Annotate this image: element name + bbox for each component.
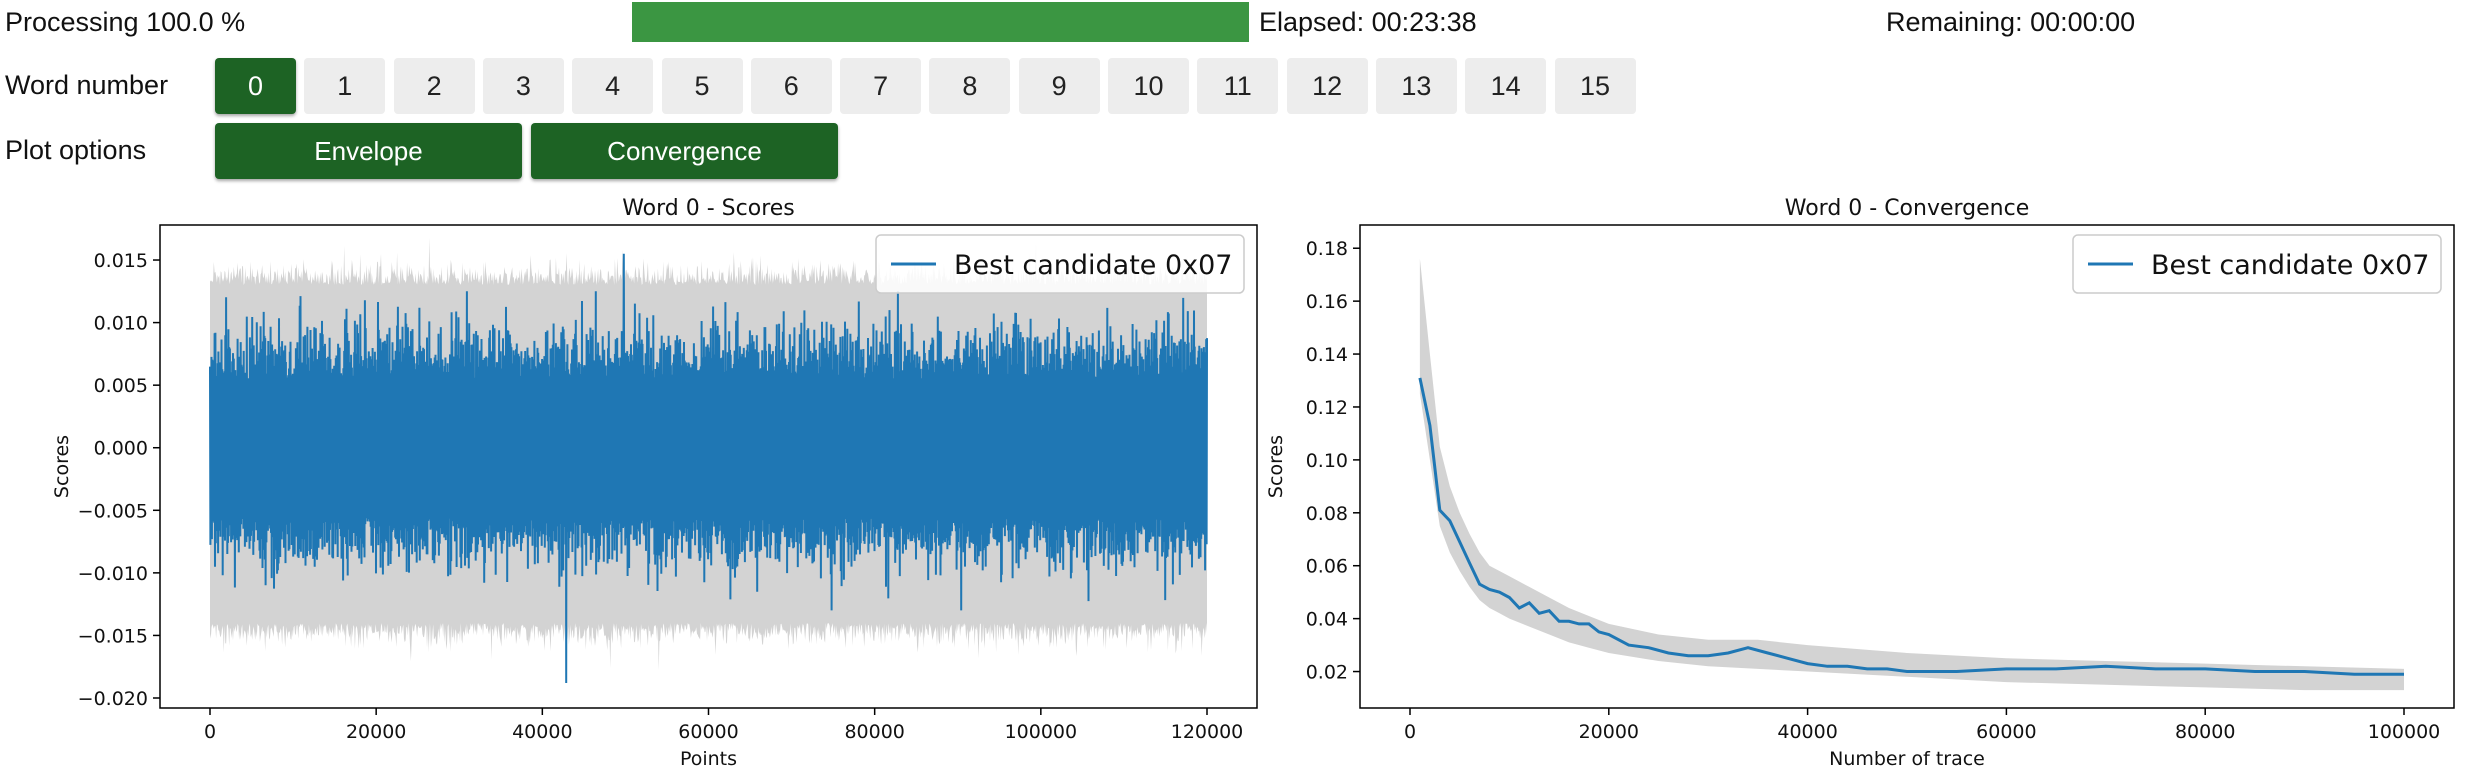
y-tick-label: 0.000 xyxy=(94,438,148,460)
remaining-time: Remaining: 00:00:00 xyxy=(1886,7,2136,37)
envelope-area xyxy=(1419,258,2404,691)
word-number-option-0[interactable]: 0 xyxy=(215,58,296,114)
chart-title: Word 0 - Scores xyxy=(622,196,795,221)
progress-bar xyxy=(632,2,1249,42)
x-tick-label: 0 xyxy=(1404,721,1416,743)
chart-convergence: Word 0 - Convergence 0 20000 40000 60000 8000… xyxy=(1265,196,2455,770)
word-number-option-9[interactable]: 9 xyxy=(1018,58,1100,114)
word-number-option-7[interactable]: 7 xyxy=(840,58,922,114)
x-tick-label: 80000 xyxy=(2175,721,2235,743)
x-tick-label: 120000 xyxy=(1171,721,1244,743)
y-tick-label: 0.04 xyxy=(1306,609,1348,631)
x-tick-label: 40000 xyxy=(1777,721,1837,743)
charts-area: Word 0 - Scores 0 20000 40000 60000 80000 1000… xyxy=(51,196,2455,770)
y-axis-label: Scores xyxy=(51,435,73,498)
progress-bar-fill xyxy=(632,2,1249,42)
legend: Best candidate 0x07 xyxy=(875,234,1245,294)
plot-options-label: Plot options xyxy=(5,135,147,165)
x-tick-label: 80000 xyxy=(844,721,904,743)
y-tick-label: 0.18 xyxy=(1306,238,1348,260)
word-number-option-12[interactable]: 12 xyxy=(1286,58,1368,114)
y-tick-label: 0.06 xyxy=(1306,556,1348,578)
x-tick-label: 60000 xyxy=(678,721,738,743)
x-tick-label: 100000 xyxy=(1005,721,1078,743)
processing-label: Processing 100.0 % xyxy=(5,7,246,37)
x-tick-label: 20000 xyxy=(346,721,406,743)
x-tick-label: 40000 xyxy=(512,721,572,743)
word-number-option-6[interactable]: 6 xyxy=(750,58,832,114)
y-axis-label: Scores xyxy=(1265,435,1287,498)
chart-title: Word 0 - Convergence xyxy=(1785,196,2030,221)
chart-scores: Word 0 - Scores 0 20000 40000 60000 80000 1000… xyxy=(51,196,1258,770)
word-number-option-10[interactable]: 10 xyxy=(1108,58,1189,114)
convergence-button[interactable]: Convergence xyxy=(531,123,838,179)
y-tick-label: 0.08 xyxy=(1306,503,1348,525)
legend-box xyxy=(2072,234,2442,294)
series-line-best-candidate xyxy=(1418,377,2404,676)
word-number-option-2[interactable]: 2 xyxy=(393,58,475,114)
series-line-best-candidate xyxy=(209,253,1208,684)
word-number-option-15[interactable]: 15 xyxy=(1554,58,1636,114)
envelope-button[interactable]: Envelope xyxy=(215,123,522,179)
y-tick-label: −0.015 xyxy=(78,625,148,647)
y-tick-label: −0.020 xyxy=(78,688,148,710)
word-number-option-11[interactable]: 11 xyxy=(1197,58,1279,114)
word-number-option-4[interactable]: 4 xyxy=(572,58,654,114)
y-tick-label: 0.015 xyxy=(94,250,148,272)
word-number-option-1[interactable]: 1 xyxy=(304,58,386,114)
x-tick-label: 100000 xyxy=(2368,721,2441,743)
legend-label: Best candidate 0x07 xyxy=(954,250,1233,281)
word-number-option-8[interactable]: 8 xyxy=(929,58,1011,114)
y-tick-label: 0.010 xyxy=(94,313,148,335)
word-number-label: Word number xyxy=(5,70,169,100)
word-number-option-14[interactable]: 14 xyxy=(1465,58,1547,114)
legend-label: Best candidate 0x07 xyxy=(2151,250,2430,281)
x-axis-label: Points xyxy=(680,748,737,770)
y-tick-label: 0.14 xyxy=(1306,344,1348,366)
y-tick-label: 0.12 xyxy=(1306,397,1348,419)
y-tick-label: −0.010 xyxy=(78,563,148,585)
word-number-option-5[interactable]: 5 xyxy=(661,58,743,114)
x-tick-label: 20000 xyxy=(1579,721,1639,743)
legend-box xyxy=(875,234,1245,294)
y-tick-label: 0.16 xyxy=(1306,291,1348,313)
word-number-option-13[interactable]: 13 xyxy=(1375,58,1457,114)
x-axis-label: Number of trace xyxy=(1829,748,1985,770)
word-number-option-3[interactable]: 3 xyxy=(482,58,564,114)
plot-frame xyxy=(1359,224,2455,709)
x-tick-label: 0 xyxy=(204,721,216,743)
x-tick-label: 60000 xyxy=(1976,721,2036,743)
elapsed-time: Elapsed: 00:23:38 xyxy=(1259,7,1477,37)
y-tick-label: 0.02 xyxy=(1306,662,1348,684)
y-tick-label: 0.10 xyxy=(1306,450,1348,472)
y-tick-label: 0.005 xyxy=(94,375,148,397)
legend: Best candidate 0x07 xyxy=(2072,234,2442,294)
y-tick-label: −0.005 xyxy=(78,500,148,522)
